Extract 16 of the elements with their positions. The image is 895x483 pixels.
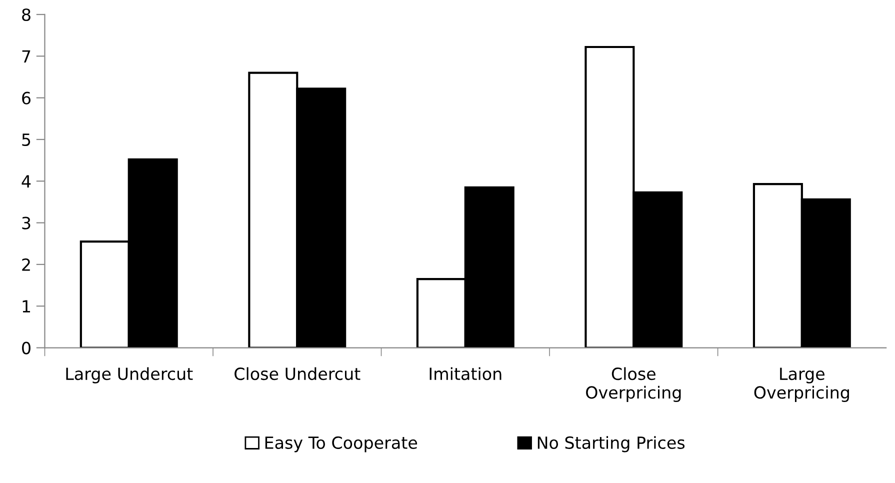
y-tick-label: 2 (22, 258, 30, 271)
legend-label: No Starting Prices (538, 436, 685, 452)
x-tick-label: Large Undercut (66, 367, 193, 384)
y-tick-label: 3 (22, 216, 30, 230)
x-tick-label: Large Overpricing (754, 368, 849, 402)
y-tick-label: 7 (22, 50, 30, 62)
y-tick-label: 8 (22, 8, 30, 22)
y-tick-label: 0 (22, 342, 30, 354)
legend-label: Easy To Cooperate (265, 436, 418, 452)
y-tick-label: 1 (22, 300, 30, 312)
x-tick-label: Close Overpricing (586, 367, 681, 402)
x-tick-label: Close Undercut (234, 367, 360, 380)
x-tick-label: Imitation (430, 367, 502, 380)
y-tick-label: 4 (22, 175, 31, 188)
y-tick-label: 6 (22, 92, 31, 104)
y-tick-label: 5 (22, 134, 30, 146)
